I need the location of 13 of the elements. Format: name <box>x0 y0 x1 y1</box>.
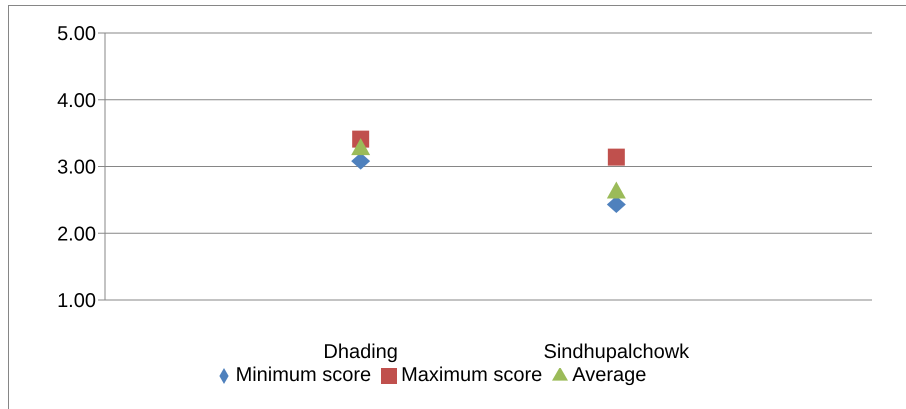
point <box>351 138 370 156</box>
legend-label: Minimum score <box>236 364 372 386</box>
legend-label: Average <box>572 364 646 386</box>
point <box>606 182 626 199</box>
x-tick-label: Sindhupalchowk <box>544 341 690 363</box>
x-tick-label: Dhading <box>323 341 398 363</box>
y-tick-label: 2.00 <box>57 223 96 246</box>
legend-label: Maximum score <box>401 364 542 386</box>
y-tick-label: 3.00 <box>57 156 96 179</box>
y-tick-label: 4.00 <box>57 90 96 112</box>
point <box>608 148 625 166</box>
y-tick-label: 1.00 <box>57 290 96 312</box>
y-tick-label: 5.00 <box>57 23 96 46</box>
